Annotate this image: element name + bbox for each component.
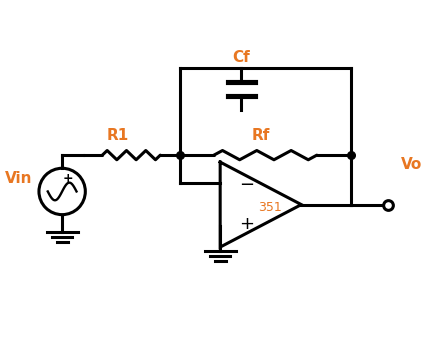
- Text: −: −: [239, 176, 254, 194]
- Text: Rf: Rf: [252, 128, 270, 143]
- Text: 351: 351: [258, 201, 282, 214]
- Text: R1: R1: [107, 128, 129, 143]
- Text: +: +: [239, 215, 254, 233]
- Text: Vin: Vin: [5, 171, 33, 186]
- Text: Vo: Vo: [401, 157, 422, 172]
- Text: Cf: Cf: [232, 50, 250, 65]
- Text: +: +: [63, 172, 74, 185]
